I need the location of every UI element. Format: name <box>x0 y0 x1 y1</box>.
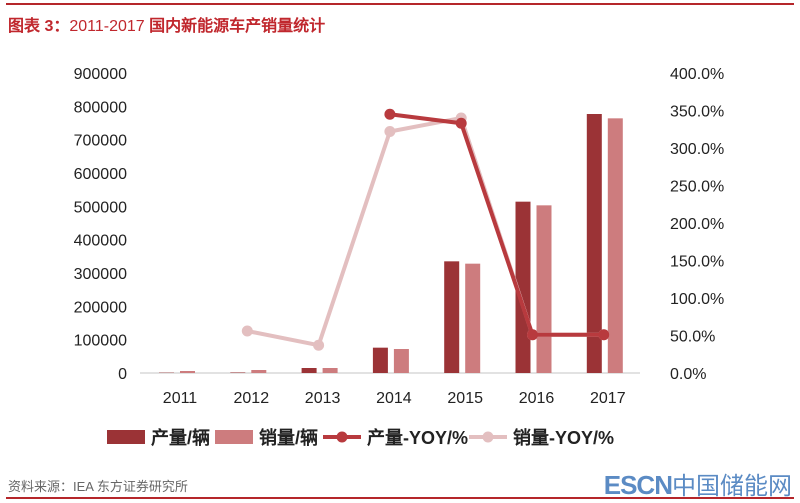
title-prefix: 图表 3： <box>8 18 70 35</box>
x-axis-tick: 2015 <box>447 390 483 407</box>
left-axis-tick: 700000 <box>74 133 127 150</box>
production-yoy-point <box>384 108 396 120</box>
x-axis-tick: 2014 <box>376 390 412 407</box>
logo-cn: 中国储能网 <box>672 473 792 500</box>
right-axis-tick: 0.0% <box>670 366 706 383</box>
bar-sales-2017 <box>607 118 623 373</box>
left-axis-tick: 900000 <box>74 66 127 83</box>
right-axis-tick: 50.0% <box>670 329 715 346</box>
right-axis-tick: 400.0% <box>670 66 724 83</box>
bar-sales-2016 <box>536 205 552 373</box>
escn-logo: ESCN中国储能网 <box>604 466 792 501</box>
x-axis-tick: 2013 <box>305 390 341 407</box>
production-yoy-line <box>389 112 604 337</box>
left-axis-tick: 0 <box>118 366 127 383</box>
bar-sales-2015 <box>465 263 481 373</box>
bar-production-2012 <box>230 372 246 373</box>
bar-production-2017 <box>586 114 602 373</box>
bottom-rule <box>6 497 794 499</box>
bar-sales-2011 <box>180 371 195 373</box>
bar-production-2015 <box>444 261 460 373</box>
right-axis-tick: 300.0% <box>670 141 724 158</box>
legend-label-3: 销量-YOY/% <box>513 427 614 448</box>
sales-yoy-point <box>384 126 396 137</box>
left-axis-tick: 100000 <box>74 333 127 350</box>
left-axis-tick: 300000 <box>74 266 127 283</box>
bar-production-2016 <box>515 201 531 373</box>
legend-marker-3 <box>482 431 494 443</box>
sales-yoy-point <box>313 339 325 351</box>
right-axis-tick: 150.0% <box>670 254 724 271</box>
production-yoy-point <box>527 329 538 341</box>
bar-production-2014 <box>372 347 388 373</box>
right-axis-tick: 350.0% <box>670 104 724 121</box>
right-axis-tick: 200.0% <box>670 216 724 233</box>
bar-sales-2013 <box>322 368 338 373</box>
production-yoy-point <box>598 329 610 341</box>
chart-title: 图表 3：2011-2017 国内新能源车产销量统计 <box>8 12 325 36</box>
left-axis-tick: 400000 <box>74 233 127 250</box>
legend-swatch-0 <box>107 430 145 444</box>
title-main: 国内新能源车产销量统计 <box>144 18 326 35</box>
legend-swatch-1 <box>215 430 253 444</box>
title-years: 2011-2017 <box>69 18 145 35</box>
legend-label-1: 销量/辆 <box>259 427 318 448</box>
left-axis-tick: 800000 <box>74 99 127 116</box>
x-axis-tick: 2012 <box>234 390 270 407</box>
legend-label-0: 产量/辆 <box>151 427 210 448</box>
bar-sales-2014 <box>393 349 409 373</box>
bar-sales-2012 <box>251 370 267 373</box>
source-note: 资料来源：IEA 东方证券研究所 <box>8 479 188 494</box>
top-rule <box>6 3 794 5</box>
right-axis-tick: 250.0% <box>670 179 724 196</box>
x-axis-tick: 2011 <box>163 390 198 407</box>
x-axis-tick: 2017 <box>590 390 626 407</box>
right-axis-tick: 100.0% <box>670 291 724 308</box>
x-axis-tick: 2016 <box>519 390 555 407</box>
sales-yoy-point <box>241 325 253 337</box>
legend-label-2: 产量-YOY/% <box>367 427 468 448</box>
logo-latin: ESCN <box>603 470 673 500</box>
bar-production-2013 <box>301 368 317 373</box>
left-axis-tick: 600000 <box>74 166 127 183</box>
legend-marker-2 <box>336 431 348 443</box>
production-yoy-point <box>455 117 467 129</box>
left-axis-tick: 500000 <box>74 199 127 216</box>
left-axis-tick: 200000 <box>74 299 127 316</box>
